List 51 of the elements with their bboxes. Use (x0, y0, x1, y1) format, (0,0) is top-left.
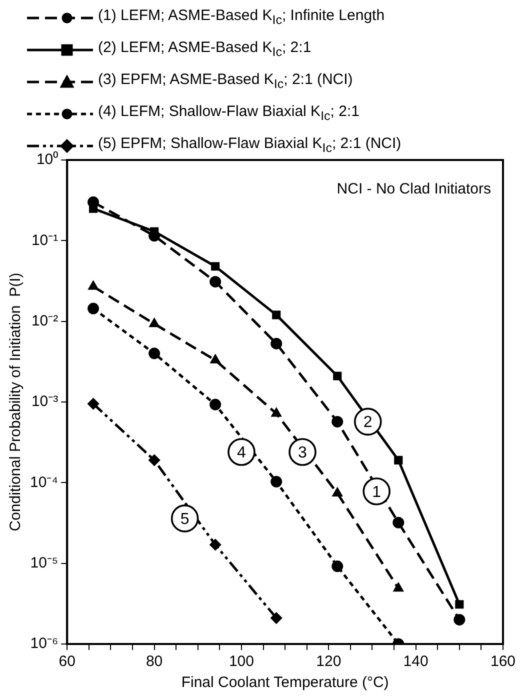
point (455, 600, 464, 609)
x-tick-label: 160 (490, 653, 516, 670)
point (271, 408, 282, 417)
y-tick-label: 10⁻³ (31, 393, 58, 410)
annotation: 1 (372, 484, 382, 501)
point (270, 338, 282, 350)
point (332, 416, 344, 428)
point (332, 560, 344, 572)
legend-label: (1) LEFM; ASME-Based K$_{Ic}$; Infinite Length (98, 6, 385, 29)
point (148, 454, 160, 466)
x-tick-label: 60 (58, 653, 76, 670)
annotation: 2 (363, 414, 372, 432)
point (332, 487, 342, 496)
x-tick-label: 140 (403, 653, 428, 670)
y-tick-label: 10⁻⁶ (30, 635, 58, 652)
y-tick-label: 10⁰ (36, 151, 58, 168)
point (148, 348, 160, 360)
point (272, 310, 281, 320)
annotation: 4 (237, 444, 246, 462)
point (210, 276, 222, 288)
point (149, 318, 160, 328)
y-tick-label: 10⁻² (31, 312, 58, 330)
annotation: 5 (180, 510, 190, 528)
point (88, 398, 100, 410)
x-tick-label: 80 (146, 653, 163, 670)
legend-label: (4) LEFM; Shallow-Flaw Biaxial K$_{Ic}$; 2:1 (98, 102, 360, 125)
point (393, 582, 404, 592)
point (88, 280, 98, 290)
point (454, 614, 466, 626)
y-axis-title: Conditional Probability of Initiation P(I) (7, 272, 24, 532)
x-axis-title: Final Coolant Temperature (°C) (181, 674, 389, 692)
legend-label: (2) LEFM; ASME-Based K$_{Ic}$; 2:1 (98, 38, 312, 61)
point (270, 476, 282, 488)
y-tick-label: 10⁻⁴ (30, 474, 58, 491)
legend-label: (3) EPFM; ASME-Based K$_{Ic}$; 2:1 (NCI) (98, 70, 353, 93)
y-tick-label: 10⁻¹ (31, 232, 58, 249)
x-tick-label: 120 (316, 653, 342, 670)
point (392, 516, 404, 528)
annotation: NCI - No Clad Initiators (336, 180, 491, 198)
y-tick-label: 10⁻⁵ (30, 554, 58, 572)
point (210, 398, 222, 410)
point (333, 372, 342, 380)
point (394, 456, 403, 464)
point (211, 262, 220, 271)
annotation: 3 (298, 444, 308, 462)
x-tick-label: 100 (228, 653, 254, 670)
point (88, 302, 100, 314)
legend-label: (5) EPFM; Shallow-Flaw Biaxial K$_{Ic}$; 2:1 (NCI) (98, 134, 402, 157)
point (210, 354, 220, 364)
point (210, 538, 222, 550)
point (270, 612, 282, 624)
